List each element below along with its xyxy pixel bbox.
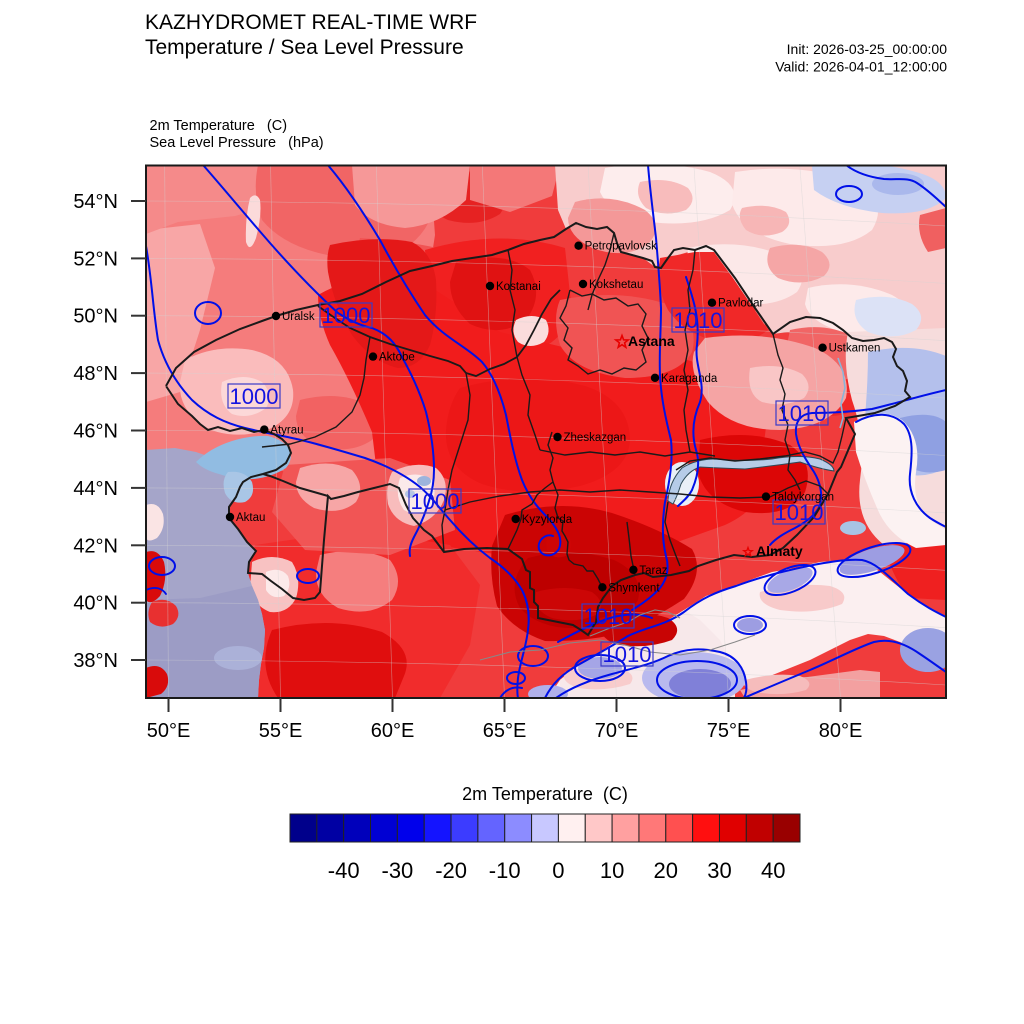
svg-text:Kyzylorda: Kyzylorda [522,514,573,526]
svg-text:65°E: 65°E [483,720,527,742]
svg-text:Pavlodar: Pavlodar [718,298,764,310]
svg-text:-20: -20 [435,858,467,883]
svg-text:-10: -10 [489,858,521,883]
svg-text:Kostanai: Kostanai [496,281,541,293]
svg-text:-40: -40 [328,858,360,883]
svg-text:Aktau: Aktau [236,512,265,524]
svg-text:Init: 2026-03-25_00:00:00: Init: 2026-03-25_00:00:00 [787,41,948,57]
svg-text:Petropavlovsk: Petropavlovsk [585,241,657,253]
svg-text:50°N: 50°N [73,306,118,328]
svg-text:1000: 1000 [411,489,460,514]
svg-text:52°N: 52°N [73,248,118,270]
svg-text:KAZHYDROMET REAL-TIME WRF: KAZHYDROMET REAL-TIME WRF [145,11,477,34]
svg-text:75°E: 75°E [707,720,751,742]
svg-text:70°E: 70°E [595,720,639,742]
svg-text:1010: 1010 [778,401,827,426]
svg-text:Almaty: Almaty [756,543,803,559]
svg-text:-30: -30 [382,858,414,883]
svg-text:1010: 1010 [603,642,652,667]
svg-text:Ustkamen: Ustkamen [829,343,881,355]
svg-text:0: 0 [552,858,564,883]
svg-text:1010: 1010 [775,500,824,525]
svg-text:Valid: 2026-04-01_12:00:00: Valid: 2026-04-01_12:00:00 [775,59,947,75]
svg-text:42°N: 42°N [73,535,118,557]
svg-text:Atyrau: Atyrau [270,425,303,437]
svg-text:55°E: 55°E [259,720,303,742]
svg-text:60°E: 60°E [371,720,415,742]
svg-text:10: 10 [600,858,624,883]
svg-text:2m Temperature (C): 2m Temperature (C) [462,784,628,804]
svg-text:1010: 1010 [584,604,633,629]
svg-text:Kokshetau: Kokshetau [589,279,643,291]
svg-text:Temperature / Sea Level Pressu: Temperature / Sea Level Pressure [145,36,464,59]
svg-text:Uralsk: Uralsk [282,311,315,323]
svg-text:50°E: 50°E [147,720,191,742]
svg-text:Aktobe: Aktobe [379,352,415,364]
svg-text:80°E: 80°E [819,720,863,742]
svg-text:Astana: Astana [628,333,675,349]
svg-text:1000: 1000 [230,384,279,409]
svg-text:Sea Level Pressure (hPa): Sea Level Pressure (hPa) [150,135,324,151]
svg-text:40°N: 40°N [73,593,118,615]
svg-text:48°N: 48°N [73,363,118,385]
svg-text:40: 40 [761,858,785,883]
svg-text:Zheskazgan: Zheskazgan [564,432,627,444]
svg-text:2m Temperature (C): 2m Temperature (C) [150,118,288,134]
svg-text:Karaganda: Karaganda [661,373,718,385]
svg-text:Taldykorgan: Taldykorgan [772,492,834,504]
svg-text:44°N: 44°N [73,478,118,500]
svg-text:20: 20 [654,858,678,883]
svg-text:38°N: 38°N [73,650,118,672]
svg-text:1000: 1000 [322,303,371,328]
svg-text:1010: 1010 [674,308,723,333]
svg-text:30: 30 [707,858,731,883]
svg-text:46°N: 46°N [73,421,118,443]
svg-text:Taraz: Taraz [639,565,667,577]
svg-text:54°N: 54°N [73,191,118,213]
svg-text:Shymkent: Shymkent [608,582,660,594]
